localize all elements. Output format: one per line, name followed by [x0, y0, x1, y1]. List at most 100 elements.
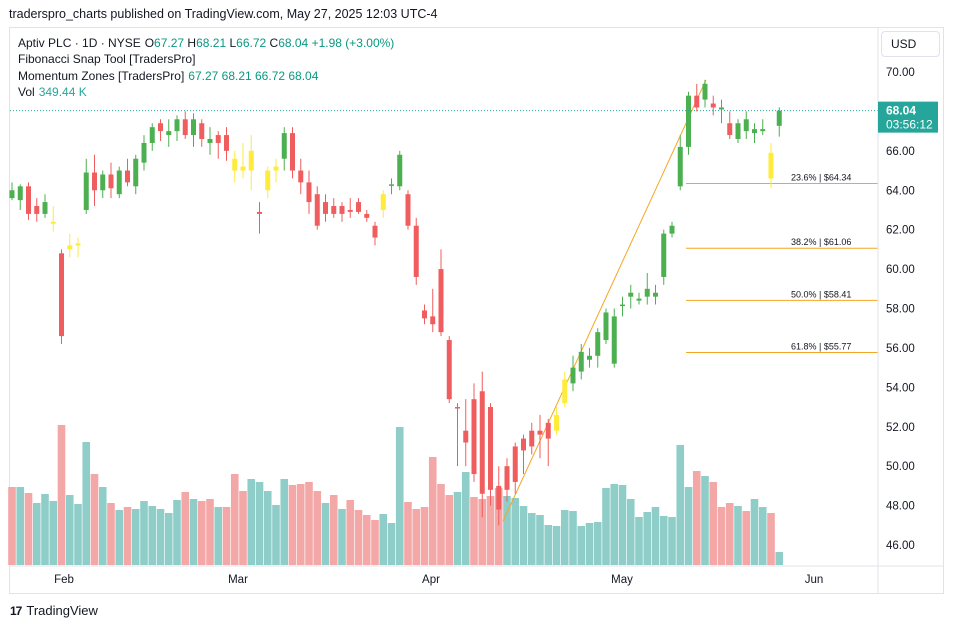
legend-indicator-momentum[interactable]: Momentum Zones [TradersPro] 67.27 68.21 … — [18, 68, 394, 84]
candle-body[interactable] — [380, 194, 386, 210]
candle-body[interactable] — [735, 123, 741, 140]
candle-body[interactable] — [504, 466, 510, 490]
candle-body[interactable] — [339, 206, 345, 214]
candle-body[interactable] — [455, 407, 460, 409]
legend-indicator-fib[interactable]: Fibonacci Snap Tool [TradersPro] — [18, 51, 394, 67]
candle-body[interactable] — [413, 225, 419, 277]
candle-body[interactable] — [636, 298, 642, 301]
tradingview-logo-icon[interactable]: 17 — [10, 603, 22, 618]
candle-body[interactable] — [273, 166, 279, 171]
candle-body[interactable] — [116, 170, 122, 195]
candle-body[interactable] — [232, 158, 238, 171]
candle-body[interactable] — [677, 146, 683, 187]
candle-body[interactable] — [265, 170, 271, 191]
candle-body[interactable] — [430, 316, 436, 325]
candle-body[interactable] — [158, 123, 163, 132]
candle-body[interactable] — [768, 152, 774, 179]
legend-volume[interactable]: Vol 349.44 K — [18, 84, 394, 100]
tradingview-brand[interactable]: TradingView — [26, 603, 98, 618]
candle-body[interactable] — [364, 213, 370, 218]
legend-symbol-row[interactable]: Aptiv PLC · 1D · NYSE O67.27 H68.21 L66.… — [18, 35, 394, 51]
candle-body[interactable] — [133, 158, 139, 187]
candle-body[interactable] — [281, 133, 287, 159]
candle-body[interactable] — [59, 253, 64, 337]
candle-body[interactable] — [727, 123, 733, 136]
candle-body[interactable] — [710, 103, 716, 108]
candle-body[interactable] — [653, 292, 658, 297]
candle-body[interactable] — [92, 172, 97, 191]
candle-body[interactable] — [397, 154, 403, 187]
candle-body[interactable] — [356, 202, 361, 212]
candle-body[interactable] — [620, 304, 625, 307]
candle-body[interactable] — [100, 174, 106, 191]
candle-body[interactable] — [9, 190, 15, 199]
candle-body[interactable] — [372, 225, 378, 238]
candle-body[interactable] — [405, 194, 411, 226]
candle-body[interactable] — [323, 202, 328, 214]
candle-body[interactable] — [314, 194, 320, 226]
candle-body[interactable] — [224, 135, 229, 151]
candle-body[interactable] — [479, 391, 485, 494]
candle-body[interactable] — [438, 269, 444, 333]
candle-body[interactable] — [694, 95, 700, 108]
candle-body[interactable] — [471, 399, 477, 475]
candle-body[interactable] — [257, 211, 262, 214]
candle-body[interactable] — [422, 310, 427, 319]
candle-body[interactable] — [686, 95, 691, 147]
candle-body[interactable] — [669, 225, 675, 234]
candle-body[interactable] — [347, 209, 353, 212]
candle-body[interactable] — [17, 186, 23, 201]
candle-body[interactable] — [554, 414, 559, 431]
candle-body[interactable] — [537, 430, 543, 435]
candle-body[interactable] — [26, 186, 31, 214]
candle-body[interactable] — [83, 172, 89, 210]
candle-body[interactable] — [389, 184, 394, 186]
candle-body[interactable] — [496, 485, 502, 510]
candle-body[interactable] — [752, 129, 757, 134]
candle-body[interactable] — [125, 170, 130, 183]
candle-body[interactable] — [42, 202, 48, 214]
candle-body[interactable] — [248, 150, 254, 171]
candle-body[interactable] — [298, 170, 304, 183]
candle-body[interactable] — [166, 131, 172, 136]
candle-body[interactable] — [562, 379, 568, 404]
candle-body[interactable] — [290, 133, 295, 171]
candle-body[interactable] — [34, 206, 40, 214]
candle-body[interactable] — [199, 123, 205, 140]
candle-body[interactable] — [149, 127, 155, 143]
candle-body[interactable] — [207, 139, 213, 143]
currency-button[interactable]: USD — [881, 31, 940, 57]
candle-body[interactable] — [611, 316, 617, 364]
candle-body[interactable] — [67, 245, 73, 250]
candle-body[interactable] — [331, 206, 337, 214]
candle-body[interactable] — [644, 288, 650, 297]
candle-body[interactable] — [578, 351, 584, 372]
candle-body[interactable] — [628, 292, 634, 297]
candle-body[interactable] — [570, 367, 576, 384]
candle-body[interactable] — [512, 446, 518, 482]
candle-body[interactable] — [306, 182, 312, 203]
fib-swing-line[interactable] — [502, 79, 707, 522]
candle-body[interactable] — [719, 107, 724, 110]
candle-body[interactable] — [75, 243, 81, 246]
candle-body[interactable] — [50, 221, 56, 224]
candle-body[interactable] — [545, 422, 551, 439]
candle-body[interactable] — [587, 355, 592, 360]
candle-body[interactable] — [661, 233, 667, 277]
candle-body[interactable] — [603, 312, 609, 341]
candle-body[interactable] — [488, 407, 493, 490]
candle-body[interactable] — [174, 119, 180, 132]
candle-body[interactable] — [215, 135, 221, 143]
candle-body[interactable] — [191, 119, 196, 136]
candle-body[interactable] — [702, 83, 708, 100]
candle-body[interactable] — [240, 166, 246, 171]
candle-body[interactable] — [446, 340, 452, 400]
candle-body[interactable] — [760, 129, 766, 132]
candle-body[interactable] — [776, 110, 782, 126]
candle-body[interactable] — [108, 174, 114, 189]
candle-body[interactable] — [141, 142, 147, 163]
candle-body[interactable] — [521, 438, 526, 451]
candle-body[interactable] — [529, 430, 535, 447]
candle-body[interactable] — [743, 119, 749, 132]
